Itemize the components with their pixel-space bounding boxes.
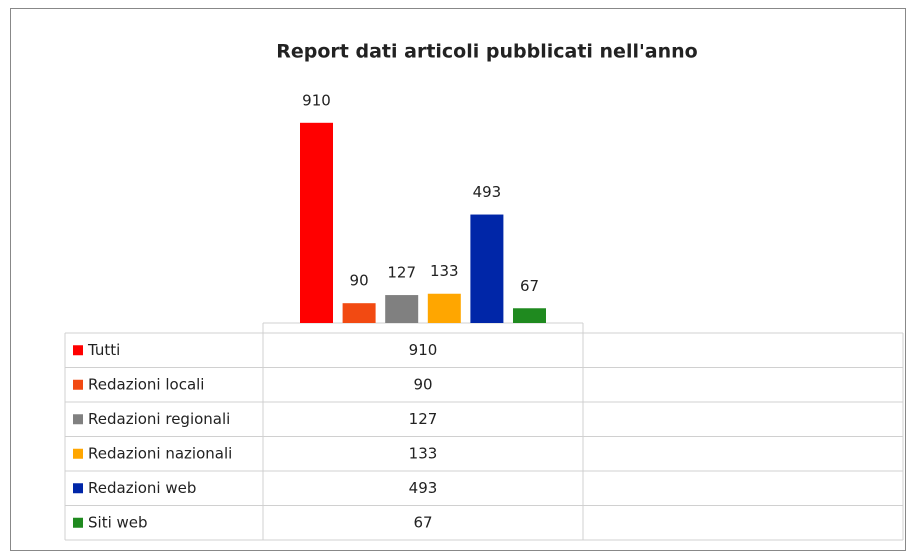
data-label: 67: [520, 277, 539, 295]
chart-title: Report dati articoli pubblicati nell'ann…: [276, 41, 697, 63]
bar: [342, 303, 376, 323]
table-value: 67: [413, 513, 432, 531]
legend-label: Redazioni regionali: [88, 410, 230, 428]
chart-border: [10, 8, 906, 551]
legend-label: Tutti: [87, 341, 120, 359]
legend-key: [73, 483, 83, 494]
table-value: 127: [409, 410, 438, 428]
bar: [427, 293, 461, 323]
legend-label: Redazioni nazionali: [88, 444, 232, 462]
data-label: 90: [350, 272, 369, 290]
table-value: 910: [409, 341, 438, 359]
data-label: 127: [387, 264, 416, 282]
data-label: 493: [473, 183, 502, 201]
legend-label: Siti web: [88, 513, 148, 531]
data-label: 133: [430, 262, 459, 280]
legend-key: [73, 414, 83, 425]
bar: [470, 214, 504, 323]
table-value: 90: [413, 375, 432, 393]
bar: [513, 308, 546, 323]
legend-key: [73, 517, 83, 528]
bar: [385, 295, 419, 323]
data-label: 910: [302, 91, 331, 109]
legend-label: Redazioni web: [88, 479, 196, 497]
table-value: 133: [409, 444, 438, 462]
legend-label: Redazioni locali: [88, 375, 204, 393]
bar: [300, 122, 333, 323]
legend-key: [73, 379, 83, 390]
table-value: 493: [409, 479, 438, 497]
legend-key: [73, 345, 83, 356]
legend-key: [73, 448, 83, 459]
